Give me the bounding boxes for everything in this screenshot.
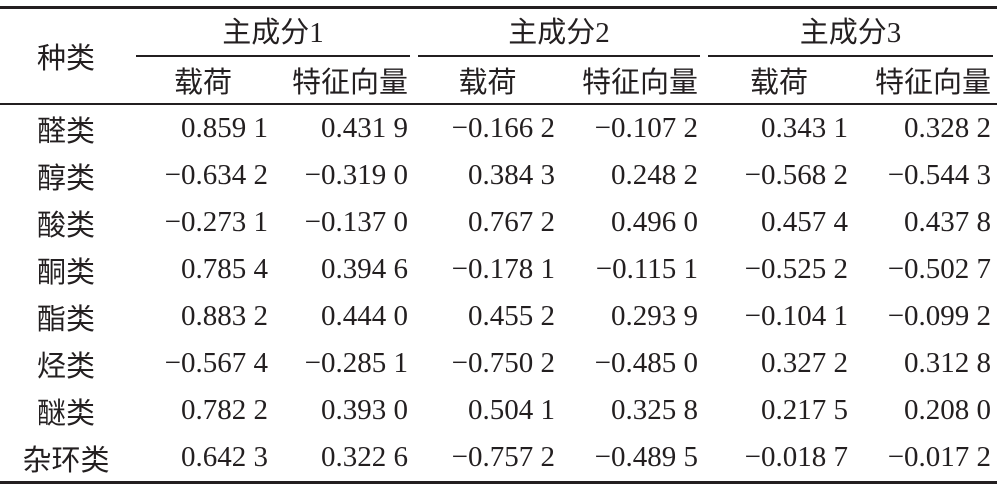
cell: 0.496 0 [611,206,699,238]
cell: −0.757 2 [451,441,556,473]
cell: 0.393 0 [321,394,409,426]
cell: −0.178 1 [451,253,556,285]
cell: −0.017 2 [887,441,992,473]
cell: −0.568 2 [744,159,849,191]
cell: 0.325 8 [611,394,699,426]
table-row: 杂环类 0.642 3 0.322 6 −0.757 2 −0.489 5 −0.018 … [0,434,997,483]
row-label: 醇类 [36,162,95,195]
column-header: 载荷 [173,67,232,99]
table-row: 醇类 −0.634 2 −0.319 0 0.384 3 0.248 2 −0.568 2… [0,152,997,199]
table-row: 酮类 0.785 4 0.394 6 −0.178 1 −0.115 1 −0.525 2… [0,246,997,293]
cell: 0.248 2 [611,159,699,191]
row-label: 酮类 [36,256,95,289]
table-header: 种类 主成分1 主成分2 主成分3 载荷 特征向量 载荷 特征向量 载荷 特征向量 [0,8,997,104]
cell: −0.166 2 [451,112,556,144]
cell: 0.328 2 [904,112,992,144]
row-label: 酯类 [36,303,95,336]
table-body: 醛类 0.859 1 0.431 9 −0.166 2 −0.107 2 0.343 1 0… [0,104,997,483]
cell: 0.785 4 [181,253,268,285]
row-label: 烃类 [36,350,95,383]
group-header: 主成分3 [704,8,997,57]
cell: 0.293 9 [611,300,699,332]
header-label: 种类 [36,43,95,75]
cell: 0.437 8 [904,206,992,238]
cell: 0.504 1 [468,394,556,426]
header-row: 种类 主成分1 主成分2 主成分3 [0,8,997,75]
table-row: 醛类 0.859 1 0.431 9 −0.166 2 −0.107 2 0.343 1 0… [0,104,997,152]
cell: 0.327 2 [761,347,849,379]
cell: −0.115 1 [595,253,699,285]
group-title: 主成分2 [418,9,701,57]
column-header: 特征向量 [292,67,409,99]
column-header: 载荷 [750,67,809,99]
column-header: 载荷 [458,67,517,99]
cell: −0.099 2 [887,300,992,332]
cell: −0.319 0 [304,159,409,191]
cell: 0.444 0 [321,300,409,332]
group-title: 主成分3 [708,9,994,57]
cell: 0.431 9 [321,112,409,144]
cell: −0.502 7 [887,253,992,285]
table-row: 酯类 0.883 2 0.444 0 0.455 2 0.293 9 −0.104 1 −0… [0,293,997,340]
cell: 0.217 5 [761,394,849,426]
header-row: 载荷 特征向量 载荷 特征向量 载荷 特征向量 [0,57,997,104]
row-label: 醚类 [36,397,95,430]
cell: −0.107 2 [594,112,699,144]
group-title: 主成分1 [136,9,411,57]
table-row: 烃类 −0.567 4 −0.285 1 −0.750 2 −0.485 0 0.327 … [0,340,997,387]
cell: 0.322 6 [321,441,409,473]
cell: −0.544 3 [887,159,992,191]
cell: 0.312 8 [904,347,992,379]
cell: −0.018 7 [744,441,849,473]
cell: −0.525 2 [744,253,849,285]
cell: −0.567 4 [164,347,268,379]
cell: 0.767 2 [468,206,556,238]
cell: 0.384 3 [468,159,556,191]
column-header: 特征向量 [875,67,992,99]
cell: 0.457 4 [761,206,849,238]
row-label: 醛类 [36,115,95,148]
cell: −0.285 1 [304,347,409,379]
cell: −0.273 1 [164,206,268,238]
table-row: 醚类 0.782 2 0.393 0 0.504 1 0.325 8 0.217 5 0.2… [0,387,997,434]
data-table: 种类 主成分1 主成分2 主成分3 载荷 特征向量 载荷 特征向量 载荷 特征向量 醛类 0.859… [0,6,997,484]
cell: 0.394 6 [321,253,409,285]
cell: 0.782 2 [181,394,268,426]
cell: 0.455 2 [468,300,556,332]
cell: −0.485 0 [594,347,699,379]
column-header: 特征向量 [582,67,699,99]
cell: 0.343 1 [761,112,849,144]
cell: 0.208 0 [904,394,992,426]
group-header: 主成分1 [132,8,414,57]
table-row: 酸类 −0.273 1 −0.137 0 0.767 2 0.496 0 0.457 4 0… [0,199,997,246]
row-label: 杂环类 [22,444,110,477]
cell: −0.489 5 [594,441,699,473]
row-label: 酸类 [36,209,95,242]
cell: −0.634 2 [164,159,268,191]
cell: 0.883 2 [181,300,268,332]
cell: 0.642 3 [181,441,268,473]
cell: −0.104 1 [744,300,849,332]
cell: −0.137 0 [304,206,409,238]
cell: −0.750 2 [451,347,556,379]
cell: 0.859 1 [181,112,268,144]
group-header: 主成分2 [414,8,704,57]
